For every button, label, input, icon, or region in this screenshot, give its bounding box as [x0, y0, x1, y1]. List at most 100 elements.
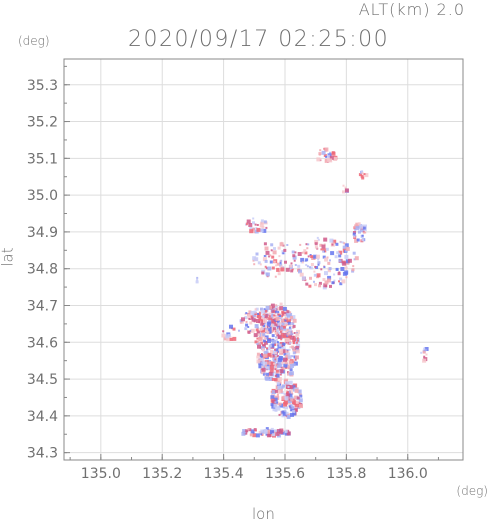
- data-point: [268, 315, 271, 318]
- data-point: [277, 246, 281, 250]
- data-point: [272, 250, 277, 255]
- data-point: [292, 342, 295, 345]
- data-point: [296, 343, 301, 348]
- data-point: [280, 330, 284, 334]
- data-point: [249, 226, 253, 230]
- data-point: [344, 186, 347, 189]
- data-point: [279, 263, 283, 267]
- data-point: [274, 344, 276, 346]
- data-point: [323, 147, 326, 150]
- data-point: [256, 330, 260, 334]
- data-point: [263, 255, 266, 257]
- data-point: [252, 431, 255, 434]
- data-point: [250, 310, 255, 315]
- data-point: [260, 326, 263, 329]
- data-point: [279, 302, 283, 306]
- data-point: [290, 398, 294, 402]
- data-point: [289, 339, 292, 342]
- data-point: [332, 239, 337, 244]
- data-point: [314, 239, 319, 244]
- data-point: [258, 364, 263, 369]
- data-point: [290, 316, 293, 319]
- data-point: [277, 272, 281, 276]
- data-point: [272, 356, 277, 361]
- data-point: [287, 318, 290, 321]
- data-point: [267, 326, 272, 331]
- data-point: [263, 308, 266, 311]
- data-point: [309, 266, 311, 269]
- data-point: [273, 247, 276, 251]
- data-point: [283, 335, 287, 339]
- data-point: [274, 318, 277, 321]
- data-point: [342, 184, 345, 187]
- data-point: [260, 353, 263, 355]
- data-point: [274, 275, 277, 278]
- data-point: [266, 433, 271, 438]
- data-point: [358, 173, 362, 177]
- data-point: [290, 335, 295, 340]
- data-point: [305, 264, 308, 266]
- data-point: [259, 353, 263, 357]
- data-point: [271, 310, 275, 314]
- data-point: [322, 255, 326, 259]
- data-point: [293, 385, 296, 388]
- data-point: [258, 311, 261, 314]
- data-point: [265, 250, 270, 255]
- data-point: [316, 236, 319, 239]
- data-point: [284, 361, 288, 365]
- data-point: [255, 307, 259, 311]
- data-point: [272, 360, 276, 364]
- data-point: [315, 266, 319, 269]
- data-point: [323, 283, 328, 288]
- data-point: [281, 329, 284, 332]
- data-point: [260, 429, 264, 433]
- data-point: [274, 352, 277, 354]
- data-point: [352, 265, 355, 268]
- data-point: [245, 312, 248, 315]
- data-point: [258, 336, 263, 341]
- data-point: [255, 328, 259, 332]
- data-point: [274, 323, 278, 327]
- data-point: [261, 348, 265, 352]
- data-point: [338, 250, 343, 255]
- data-point: [263, 429, 268, 434]
- data-point: [330, 251, 335, 256]
- data-point: [294, 358, 297, 361]
- data-point: [321, 244, 326, 249]
- data-point: [238, 329, 240, 332]
- data-point: [259, 327, 263, 331]
- data-point: [268, 325, 271, 328]
- data-point: [423, 347, 426, 350]
- data-point: [285, 393, 290, 398]
- data-point: [267, 375, 270, 378]
- data-point: [274, 305, 279, 310]
- data-point: [270, 243, 274, 247]
- data-point: [288, 385, 293, 389]
- data-point: [292, 410, 296, 414]
- data-point: [268, 317, 273, 322]
- data-point: [286, 431, 291, 436]
- data-point: [338, 280, 340, 283]
- data-point: [267, 429, 272, 434]
- data-point: [281, 349, 286, 354]
- data-point: [358, 230, 361, 234]
- data-point: [333, 279, 336, 282]
- data-point: [353, 235, 356, 238]
- data-point: [292, 347, 297, 352]
- data-point: [284, 322, 287, 325]
- data-point: [289, 404, 293, 408]
- data-point: [287, 355, 292, 359]
- data-point: [295, 349, 300, 354]
- data-point: [272, 390, 276, 395]
- data-point: [353, 231, 356, 234]
- data-point: [333, 157, 338, 161]
- data-point: [293, 407, 298, 412]
- data-point: [289, 371, 294, 376]
- data-point: [292, 400, 296, 405]
- data-point: [275, 431, 280, 436]
- data-point: [352, 251, 356, 255]
- data-point: [324, 257, 329, 262]
- data-point: [245, 320, 248, 323]
- data-point: [283, 248, 287, 252]
- data-point: [340, 241, 343, 244]
